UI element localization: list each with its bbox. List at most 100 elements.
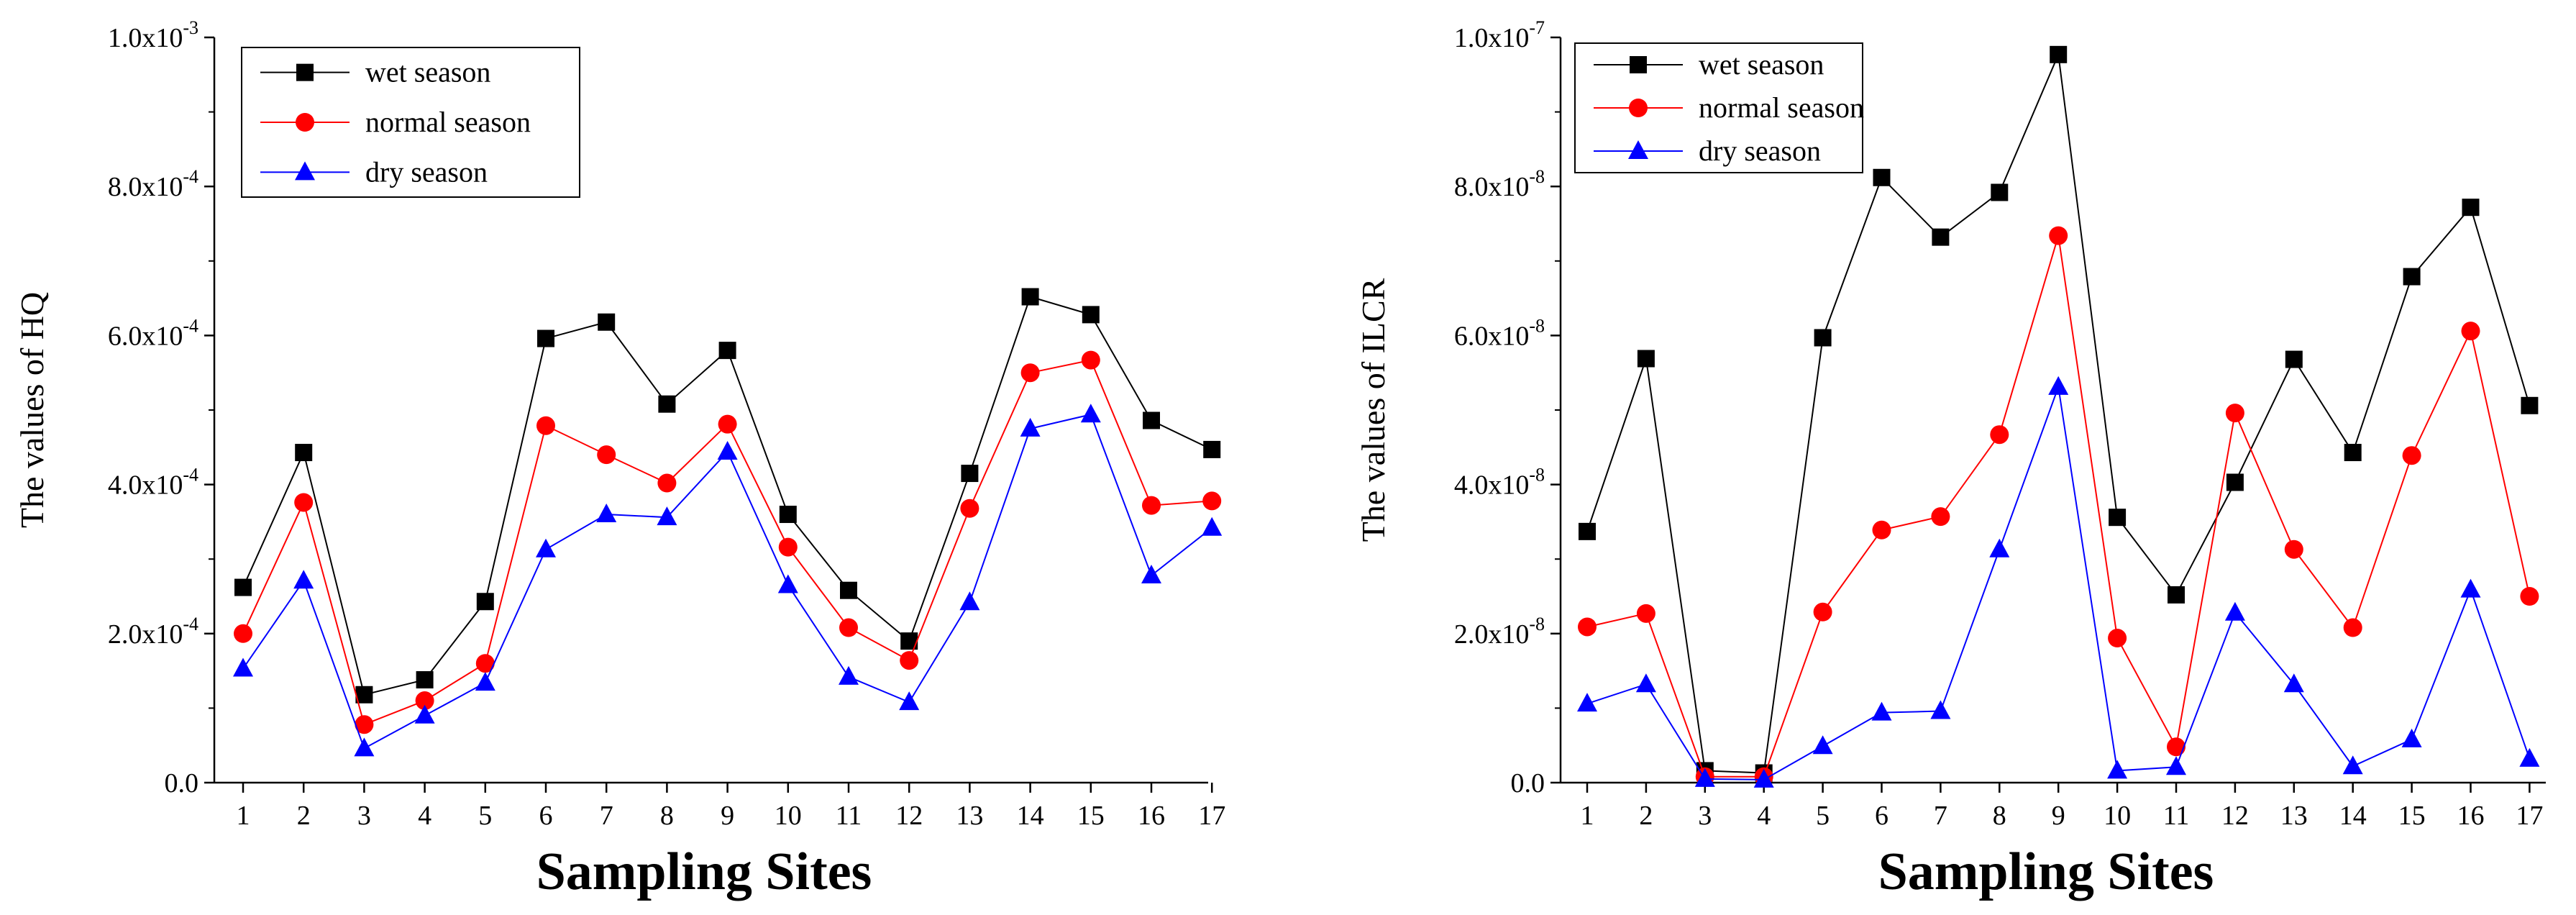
data-point [2107, 760, 2128, 779]
data-point [2343, 618, 2362, 637]
x-tick-label: 2 [1639, 801, 1653, 831]
data-point [2284, 540, 2303, 559]
data-point [2283, 673, 2304, 693]
x-tick-label: 9 [721, 801, 734, 831]
data-point [2226, 473, 2244, 491]
y-tick-label: 1.0x10-3 [108, 17, 198, 53]
data-point [839, 665, 859, 685]
data-point [1578, 617, 1597, 637]
y-tick-label: 0.0 [1511, 768, 1545, 798]
data-point [657, 473, 677, 493]
data-point [1141, 564, 1161, 583]
data-point [1990, 425, 2009, 445]
legend-marker [1628, 140, 1648, 159]
data-point [234, 624, 252, 643]
data-point [960, 499, 979, 518]
data-point [294, 493, 314, 512]
data-point [2049, 226, 2068, 245]
data-point [1813, 602, 1832, 622]
data-point [1753, 768, 1774, 788]
y-axis-title: The values of ILCR [1355, 278, 1392, 542]
data-point [597, 445, 616, 465]
data-point [1871, 701, 1892, 721]
data-point [1202, 491, 1222, 511]
data-point [2050, 45, 2068, 63]
series-wet-season [234, 288, 1221, 704]
x-tick-label: 13 [956, 801, 983, 831]
data-point [2401, 728, 2422, 747]
x-tick-label: 3 [1698, 801, 1712, 831]
data-point [777, 574, 798, 593]
data-point [1577, 693, 1597, 712]
x-tick-label: 10 [2104, 801, 2131, 831]
legend-label: wet season [365, 56, 490, 88]
x-tick-label: 16 [1138, 801, 1165, 831]
data-point [1082, 306, 1100, 324]
x-tick-label: 1 [237, 801, 250, 831]
x-tick-label: 7 [600, 801, 613, 831]
data-point [1020, 417, 1041, 437]
data-point [1872, 520, 1891, 540]
x-tick-label: 13 [2280, 801, 2308, 831]
data-point [2285, 350, 2303, 368]
data-point [839, 618, 858, 637]
data-point [718, 342, 736, 360]
y-tick-label: 4.0x10-8 [1454, 465, 1545, 501]
data-point [475, 654, 495, 673]
x-tick-label: 11 [2163, 801, 2190, 831]
data-point [1637, 350, 1655, 368]
y-tick-label: 6.0x10-8 [1454, 315, 1545, 351]
legend-label: normal season [1699, 91, 1864, 124]
data-point [1991, 183, 2009, 201]
data-point [2225, 404, 2244, 423]
data-point [1143, 411, 1160, 429]
series-line [242, 414, 1212, 750]
data-point [2403, 268, 2421, 286]
x-tick-label: 2 [297, 801, 311, 831]
data-point [1694, 768, 1715, 787]
x-tick-label: 1 [1581, 801, 1594, 831]
data-point [961, 465, 979, 483]
y-axis-title: The values of HQ [14, 292, 50, 528]
x-axis-title: Sampling Sites [1878, 842, 2214, 901]
data-point [234, 578, 252, 596]
data-point [1203, 440, 1221, 458]
legend-marker [295, 161, 315, 181]
data-point [2167, 737, 2186, 757]
x-tick-label: 15 [1077, 801, 1105, 831]
data-point [1814, 329, 1832, 347]
y-tick-label: 8.0x10-4 [108, 166, 198, 202]
y-tick-label: 8.0x10-8 [1454, 166, 1545, 202]
data-point [657, 506, 677, 526]
data-point [718, 414, 737, 434]
series-line [242, 359, 1212, 726]
legend: wet season normal season dry season [241, 47, 580, 198]
legend-label: dry season [1699, 135, 1821, 167]
data-point [2224, 601, 2245, 621]
data-point [1932, 228, 1950, 246]
data-point [1080, 404, 1101, 423]
series-line [1586, 386, 2531, 780]
data-point [1635, 673, 1656, 693]
data-point [658, 395, 676, 413]
legend-label: dry season [365, 155, 488, 188]
y-tick-label: 1.0x10-7 [1454, 17, 1545, 53]
data-point [2342, 755, 2363, 775]
x-tick-label: 15 [2398, 801, 2426, 831]
data-point [2521, 396, 2539, 414]
data-point [598, 313, 616, 331]
x-tick-label: 6 [1875, 801, 1888, 831]
legend-label: wet season [1699, 48, 1824, 81]
y-tick-label: 2.0x10-8 [1454, 614, 1545, 650]
x-axis-title: Sampling Sites [536, 842, 872, 901]
y-tick-label: 0.0 [165, 768, 199, 798]
x-tick-label: 14 [1017, 801, 1044, 831]
legend: wet season normal season dry season [1574, 42, 1864, 173]
data-point [1812, 735, 1833, 755]
x-tick-label: 5 [478, 801, 492, 831]
data-point [293, 570, 314, 589]
data-point [537, 329, 554, 347]
data-point [840, 581, 857, 599]
x-tick-label: 4 [1757, 801, 1771, 831]
